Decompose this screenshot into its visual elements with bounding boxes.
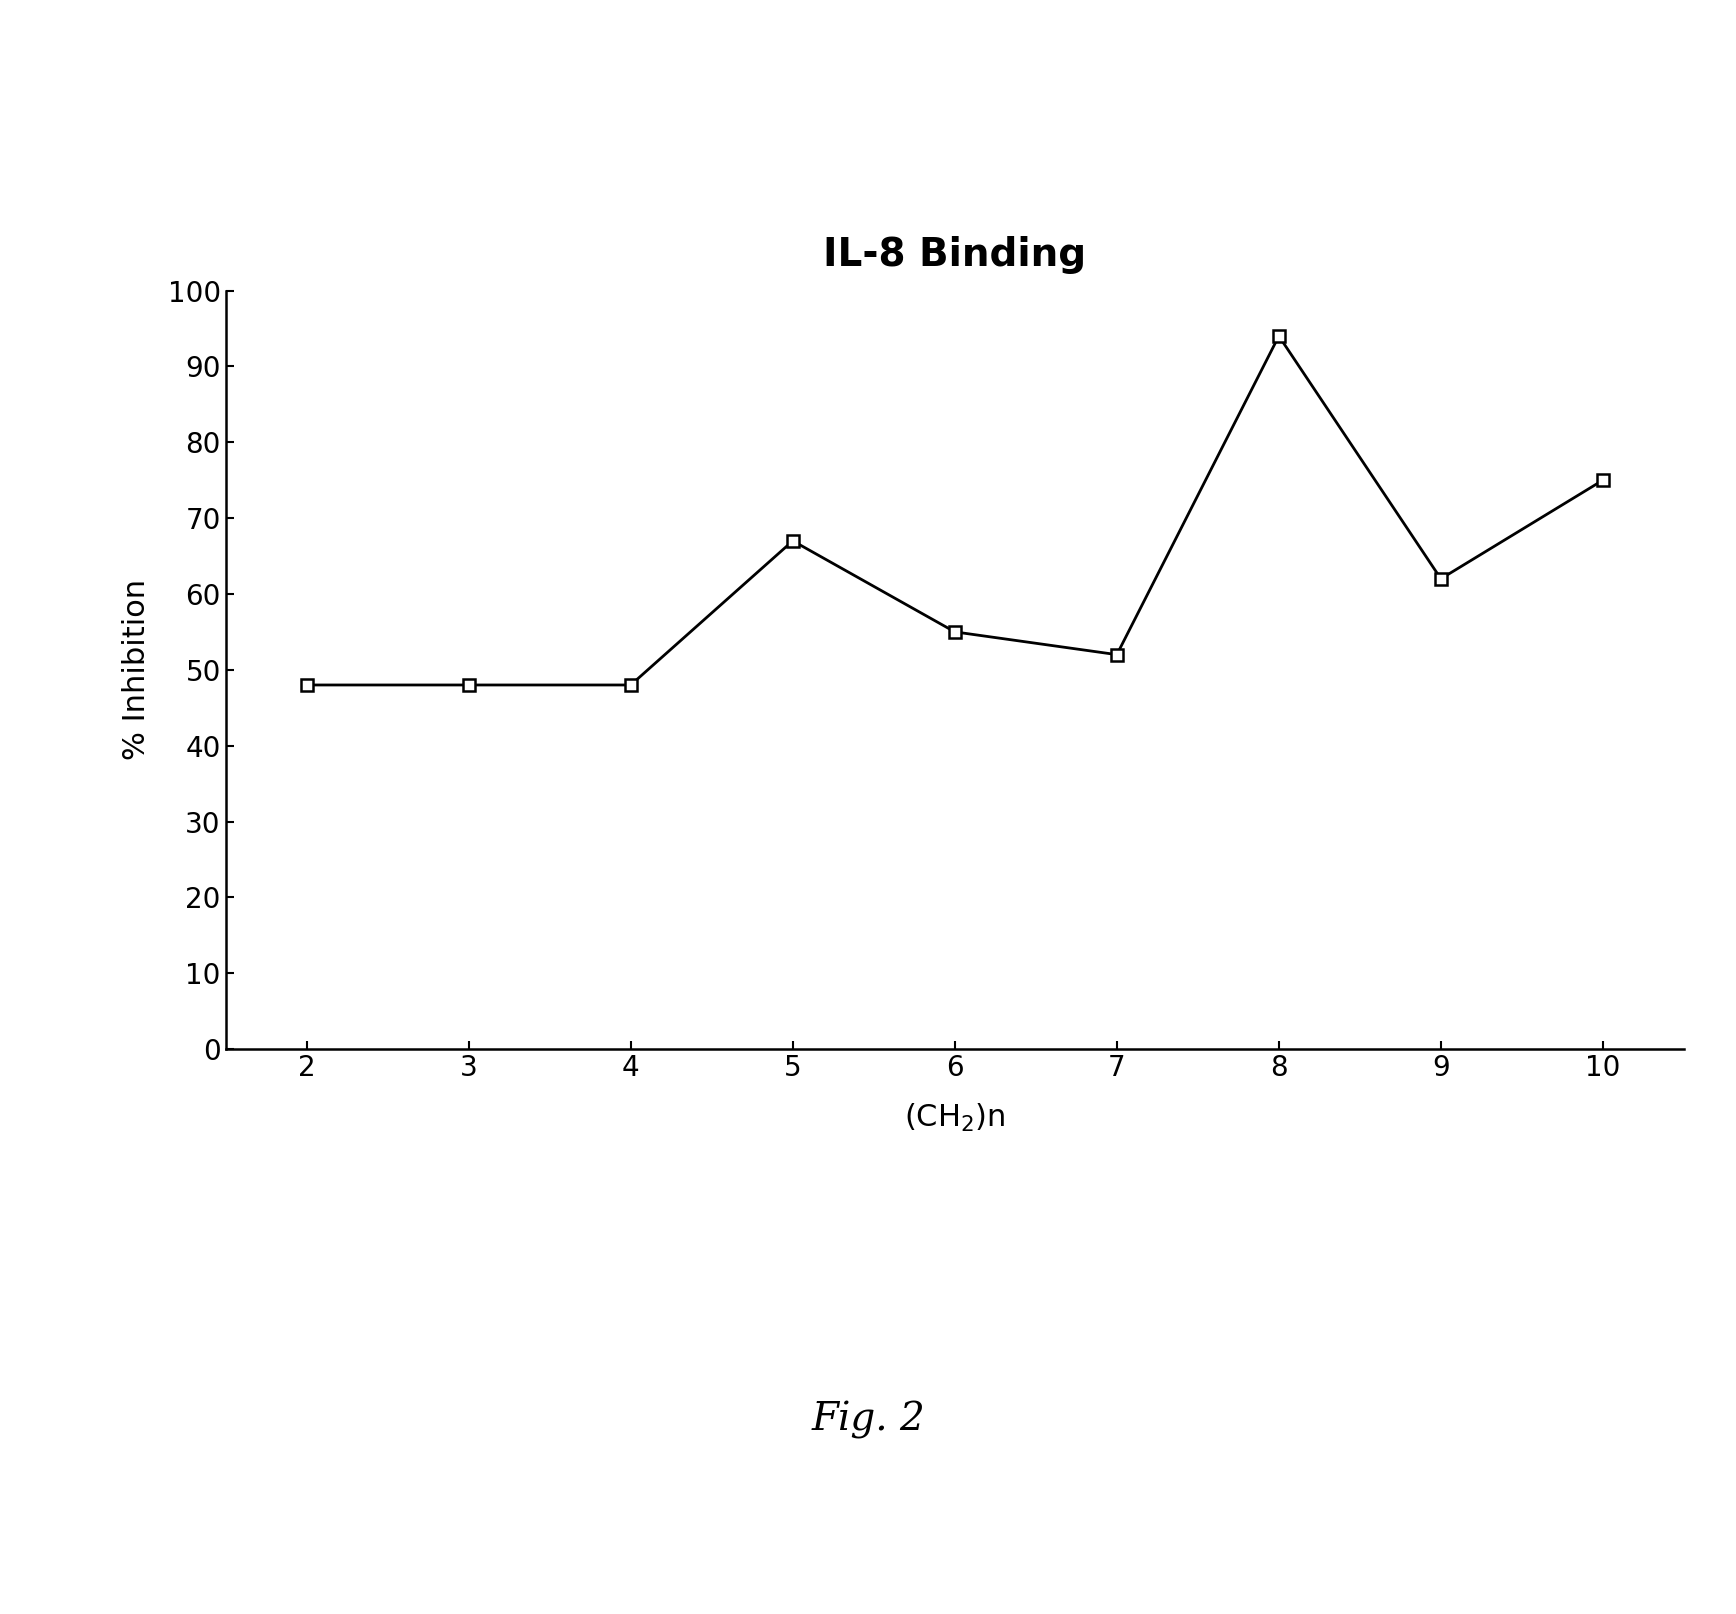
X-axis label: (CH$_2$)n: (CH$_2$)n <box>904 1101 1005 1133</box>
Text: Fig. 2: Fig. 2 <box>811 1401 925 1440</box>
Title: IL-8 Binding: IL-8 Binding <box>823 236 1087 273</box>
Y-axis label: % Inhibition: % Inhibition <box>122 579 151 760</box>
